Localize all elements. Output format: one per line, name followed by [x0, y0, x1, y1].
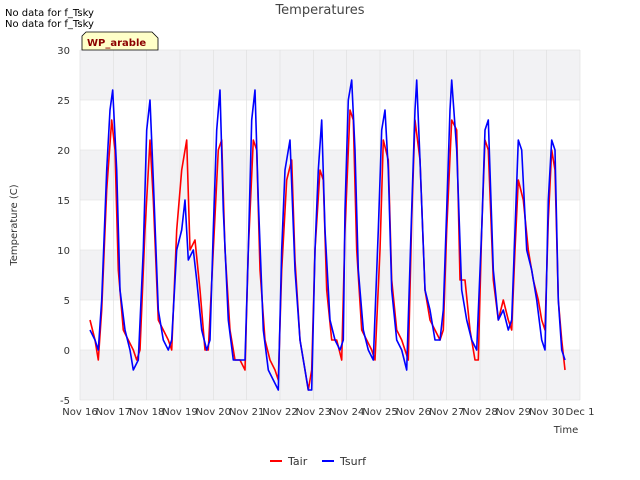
y-tick-label: 10 [57, 246, 70, 257]
x-tick-label: Nov 17 [96, 407, 131, 418]
y-tick-label: 30 [57, 46, 70, 57]
x-axis-label: Time [553, 425, 578, 436]
x-tick-label: Nov 27 [429, 407, 464, 418]
x-tick-label: Nov 24 [329, 407, 364, 418]
grid-band [80, 150, 580, 200]
series-line-tsurf [89, 79, 566, 391]
grid-band [80, 50, 580, 100]
legend-label-tsurf: Tsurf [339, 455, 367, 468]
y-tick-label: -5 [60, 396, 70, 407]
x-tick-label: Dec 1 [566, 407, 595, 418]
grid-band [80, 350, 580, 400]
no-data-note-1: No data for f_Tsky [5, 8, 94, 19]
x-tick-label: Nov 23 [296, 407, 331, 418]
x-tick-label: Nov 16 [62, 407, 97, 418]
y-tick-label: 20 [57, 146, 70, 157]
site-badge-label: WP_arable [87, 38, 146, 49]
y-tick-label: 5 [64, 296, 70, 307]
y-tick-label: 25 [57, 96, 70, 107]
x-tick-label: Nov 19 [162, 407, 197, 418]
no-data-note-2: No data for f_Tsky [5, 19, 94, 30]
x-tick-label: Nov 29 [496, 407, 531, 418]
x-tick-label: Nov 18 [129, 407, 164, 418]
y-axis-label: Temperature (C) [9, 184, 20, 266]
x-tick-label: Nov 30 [529, 407, 564, 418]
x-tick-label: Nov 20 [196, 407, 231, 418]
x-tick-label: Nov 26 [396, 407, 431, 418]
site-badge [81, 31, 159, 51]
chart-title: Temperatures [274, 3, 364, 18]
grid-band [80, 250, 580, 300]
x-tick-label: Nov 25 [362, 407, 397, 418]
x-tick-label: Nov 21 [229, 407, 264, 418]
x-tick-label: Nov 22 [262, 407, 297, 418]
legend-label-tair: Tair [287, 455, 308, 468]
x-tick-label: Nov 28 [462, 407, 497, 418]
y-tick-label: 0 [64, 346, 70, 357]
y-tick-label: 15 [57, 196, 70, 207]
